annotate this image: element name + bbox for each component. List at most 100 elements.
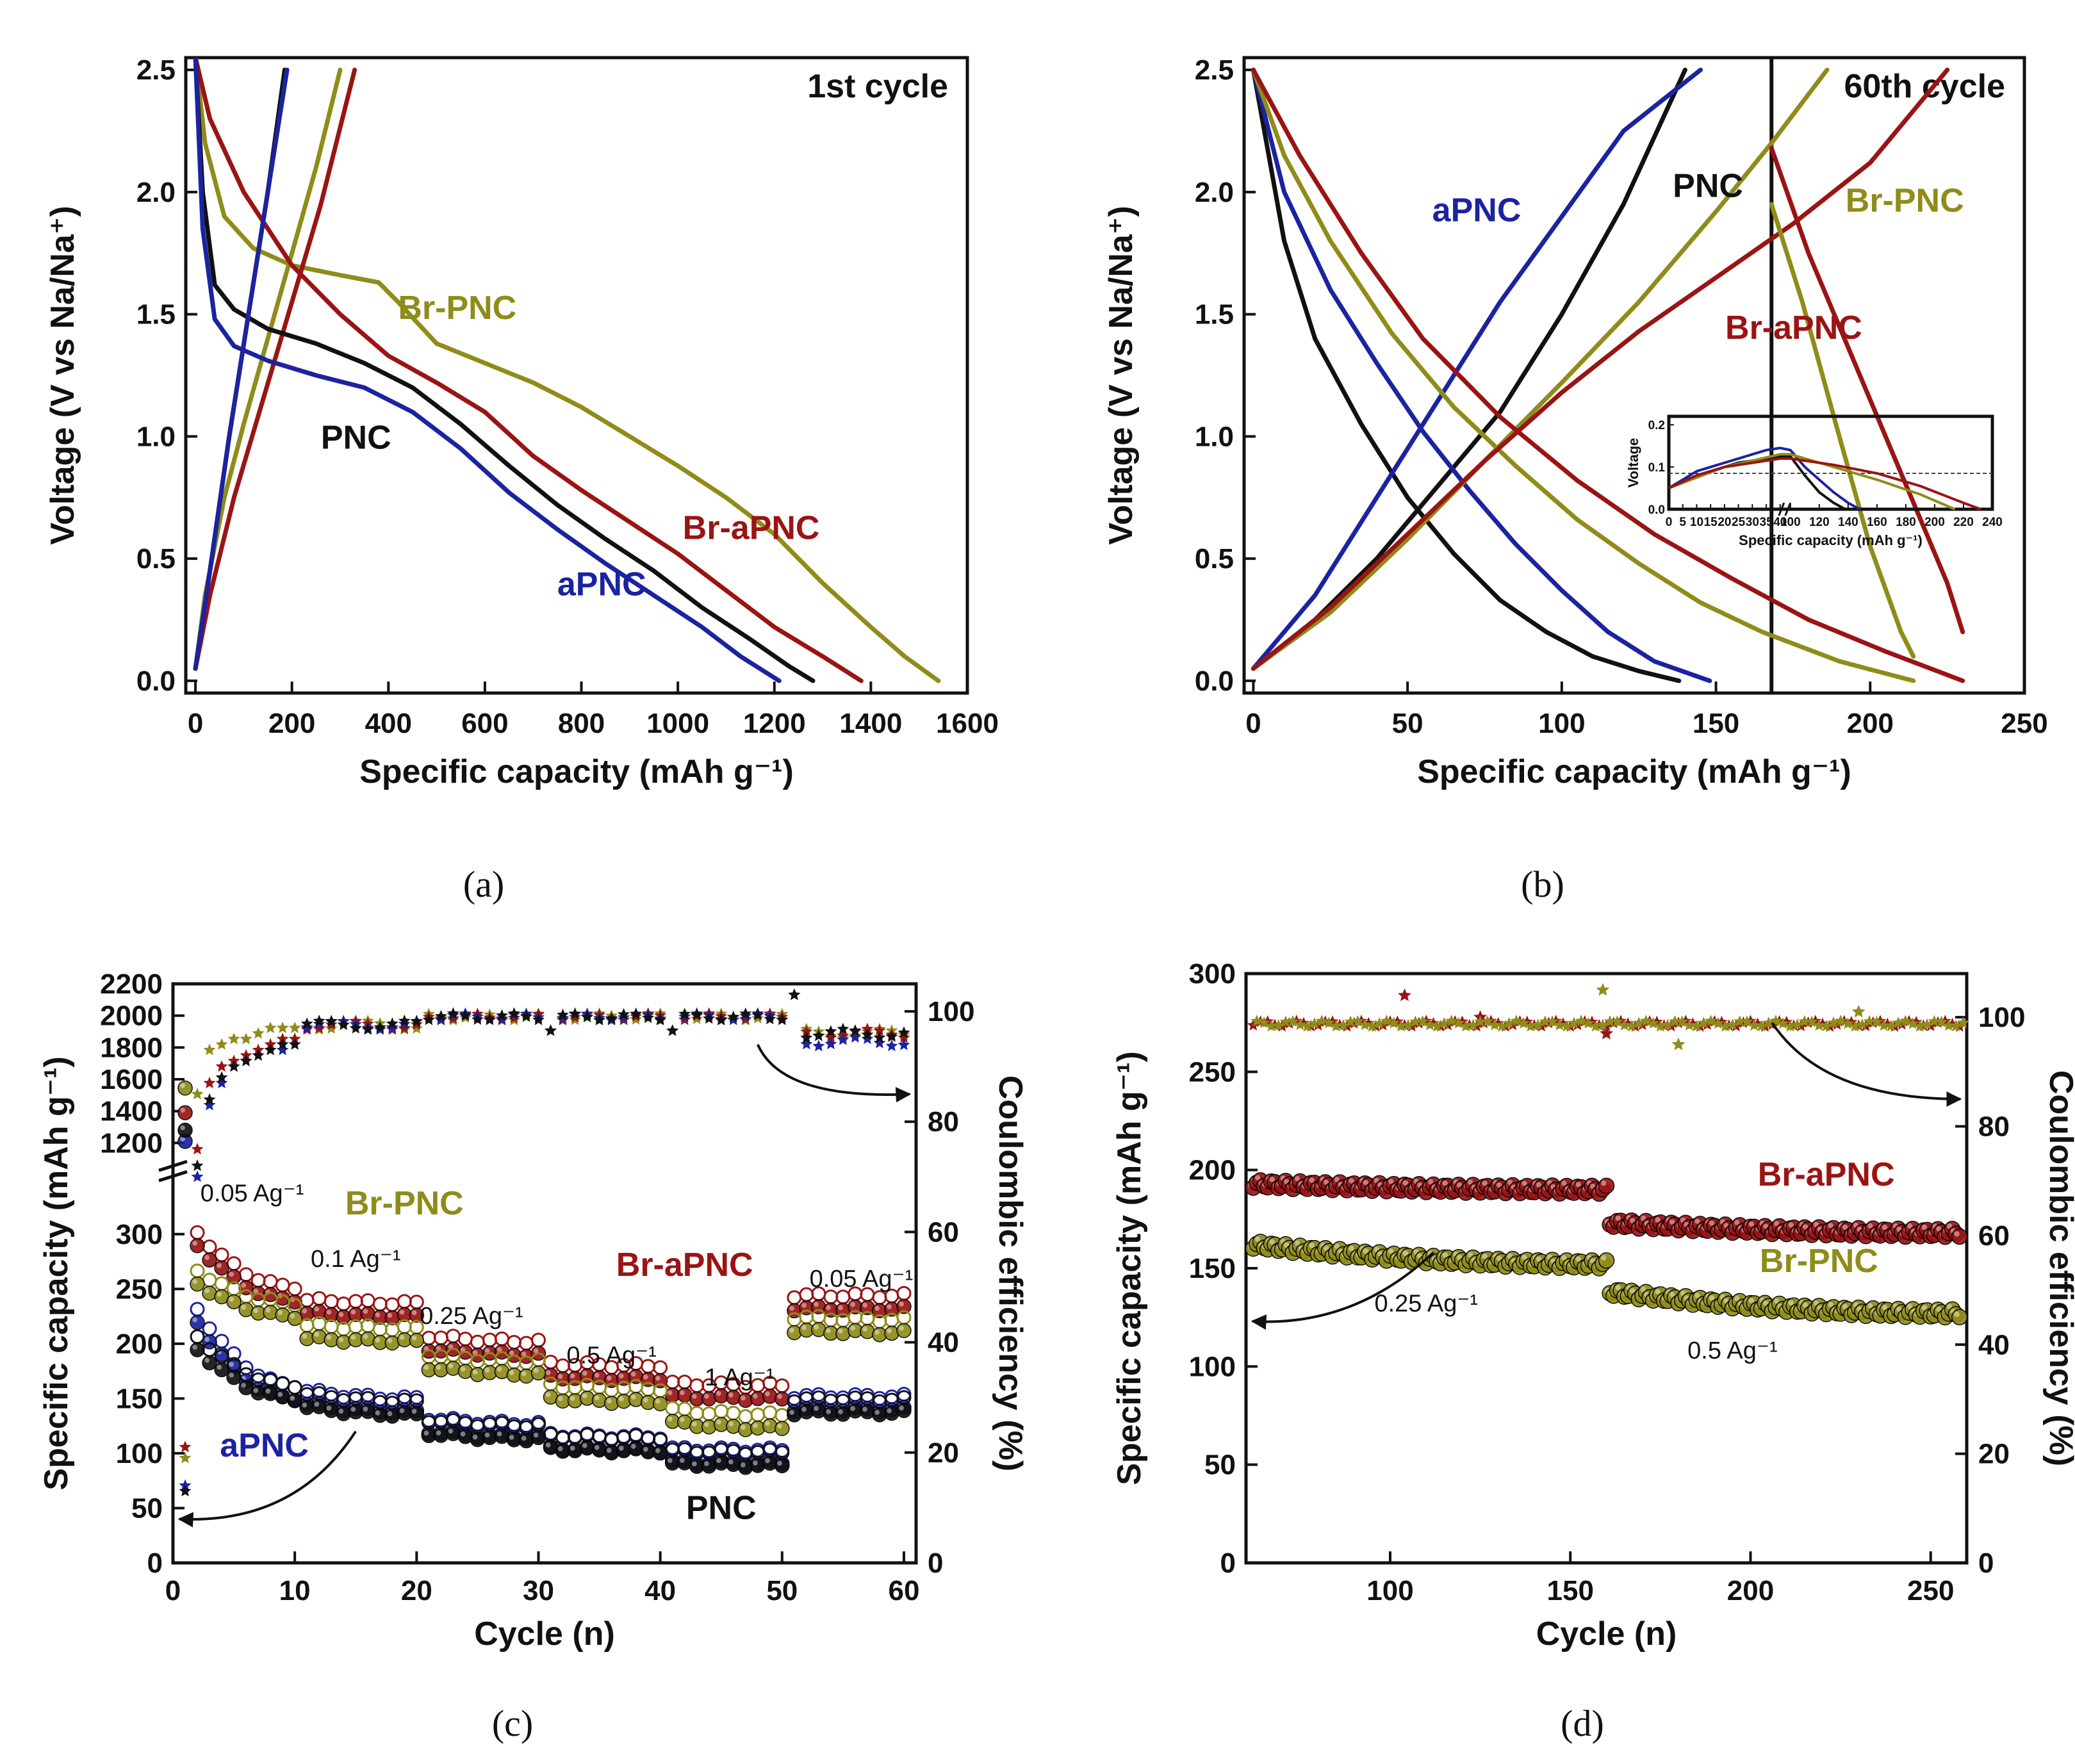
series-Br-PNC-highlight xyxy=(1536,1256,1542,1262)
series-Br-aPNC-highlight xyxy=(667,1390,673,1396)
series-Br-PNC-highlight xyxy=(1521,1254,1527,1261)
series-Br-aPNC-charge-point xyxy=(433,1330,448,1346)
series-PNC-highlight xyxy=(655,1448,660,1453)
series-Br-PNC-highlight xyxy=(692,1421,697,1426)
ce-Br-aPNC-star xyxy=(1607,1017,1620,1029)
ce-Br-PNC-star xyxy=(1265,1020,1277,1032)
series-Br-aPNC-highlight xyxy=(704,1394,709,1399)
series-Br-PNC-highlight xyxy=(1323,1245,1329,1252)
series-Br-PNC-point xyxy=(603,1396,619,1411)
y-tick-label-right: 80 xyxy=(928,1106,959,1138)
ce-Br-PNC-star xyxy=(1956,1016,1969,1028)
y-axis-title-right: Coulombic efficiency (%) xyxy=(992,1075,1029,1471)
ce-PNC-star xyxy=(349,1022,362,1034)
series-PNC-discharge xyxy=(193,58,816,683)
ce-Br-PNC-star xyxy=(1466,1018,1479,1031)
series-label-Br-PNC: Br-PNC xyxy=(345,1185,464,1222)
series-Br-aPNC-charge-point xyxy=(872,1290,887,1305)
ce-Br-PNC-star xyxy=(1632,1017,1645,1029)
ce-Br-PNC-star xyxy=(1301,1020,1314,1032)
ce-PNC-star xyxy=(361,1023,374,1035)
y-tick-label-right: 60 xyxy=(928,1216,959,1248)
series-Br-PNC-charge-point xyxy=(738,1409,753,1424)
series-PNC-highlight xyxy=(801,1407,807,1412)
ce-PNC-star xyxy=(276,1038,289,1050)
series-Br-PNC-point xyxy=(787,1325,802,1341)
series-Br-aPNC-point xyxy=(214,1260,229,1276)
series-Br-PNC-highlight xyxy=(472,1369,478,1375)
series-PNC-highlight xyxy=(302,1402,308,1408)
series-Br-PNC-charge-point xyxy=(689,1405,705,1421)
series-PNC-highlight xyxy=(850,1406,855,1411)
series-PNC-highlight xyxy=(472,1434,478,1440)
series-PNC-point xyxy=(896,1403,912,1418)
series-PNC-highlight xyxy=(399,1408,405,1414)
ce-Br-PNC-star xyxy=(1791,1018,1804,1031)
series-Br-PNC-highlight xyxy=(350,1334,356,1340)
series-Br-aPNC-highlight xyxy=(594,1373,600,1378)
series-PNC-charge xyxy=(1251,67,1687,671)
series-Br-aPNC-charge-point xyxy=(360,1293,375,1309)
ce-PNC-star xyxy=(545,1024,557,1036)
series-Br-PNC-highlight xyxy=(1309,1243,1315,1248)
series-Br-aPNC-point xyxy=(896,1298,912,1314)
ce-Br-PNC-star xyxy=(1921,1018,1933,1030)
series-Br-PNC-highlight xyxy=(204,1288,210,1293)
ce-Br-aPNC-star xyxy=(203,1077,216,1089)
y-tick-label-left: 50 xyxy=(1204,1450,1236,1481)
ce-Br-aPNC-star xyxy=(1860,1019,1872,1031)
series-Br-aPNC-highlight xyxy=(765,1391,770,1396)
series-Br-aPNC-highlight xyxy=(1828,1223,1833,1229)
series-Br-aPNC-highlight xyxy=(1349,1178,1354,1184)
series-label-Br-aPNC: Br-aPNC xyxy=(1758,1156,1895,1193)
series-Br-PNC-highlight xyxy=(728,1421,734,1426)
ce-PNC-star xyxy=(861,1028,874,1040)
series-Br-PNC-highlight xyxy=(570,1396,575,1401)
ce-Br-PNC-star xyxy=(410,1022,423,1034)
ce-Br-aPNC-star xyxy=(1341,1020,1353,1032)
series-PNC-highlight xyxy=(570,1446,575,1451)
series-Br-PNC-first-highlight xyxy=(180,1083,186,1088)
y-tick-label: 1.5 xyxy=(136,299,176,331)
series-Br-aPNC-charge-point xyxy=(397,1294,412,1309)
ce-Br-PNC-star xyxy=(1337,1018,1350,1031)
ce-Br-aPNC-star xyxy=(1543,1017,1555,1029)
series-PNC-highlight xyxy=(630,1444,636,1449)
series-Br-PNC-highlight xyxy=(423,1364,429,1370)
series-Br-aPNC-highlight xyxy=(862,1302,867,1308)
y-tick-label: 0.0 xyxy=(1195,666,1234,697)
ce-PNC-star xyxy=(240,1054,252,1066)
series-Br-PNC-charge-point xyxy=(397,1319,412,1334)
series-Br-PNC-charge-point xyxy=(299,1318,315,1333)
series-Br-PNC-charge-point xyxy=(360,1318,375,1334)
series-PNC-highlight xyxy=(253,1387,259,1393)
series-Br-PNC-highlight xyxy=(862,1327,867,1332)
ce-PNC-star xyxy=(495,1009,508,1021)
ce-Br-PNC-star xyxy=(1784,1020,1796,1032)
series-label-PNC: PNC xyxy=(1673,167,1743,204)
ce-PNC-star xyxy=(459,1009,472,1021)
series-Br-aPNC-highlight xyxy=(1630,1218,1636,1223)
series-Br-aPNC-highlight xyxy=(899,1302,904,1307)
series-aPNC-charge xyxy=(193,67,290,671)
ce-aPNC-star xyxy=(824,1038,837,1050)
ce-aPNC-star xyxy=(849,1031,862,1043)
series-PNC-point xyxy=(591,1442,607,1458)
series-Br-PNC-highlight xyxy=(496,1366,502,1372)
ce-Br-PNC-star xyxy=(1308,1017,1321,1029)
rate-label: 0.5 Ag⁻¹ xyxy=(566,1343,656,1369)
ce-Br-PNC-outlier xyxy=(1851,1004,1866,1018)
series-Br-PNC-highlight xyxy=(509,1370,514,1375)
series-Br-PNC-highlight xyxy=(716,1419,721,1425)
series-Br-aPNC-charge-point xyxy=(457,1332,473,1347)
ce-Br-aPNC-star xyxy=(1348,1017,1361,1029)
ce-PNC-star xyxy=(630,1008,643,1020)
panel-label-a: (a) xyxy=(463,863,504,905)
series-Br-PNC-charge-point xyxy=(324,1319,339,1334)
inset-y-axis-title: Voltage xyxy=(1625,438,1641,488)
series-Br-PNC-highlight xyxy=(277,1310,283,1315)
series-Br-PNC-highlight xyxy=(1828,1302,1833,1307)
ce-Br-PNC-star xyxy=(1942,1019,1955,1031)
ce-Br-aPNC-star xyxy=(1636,1018,1649,1030)
ce-PNC-star xyxy=(727,1010,740,1022)
